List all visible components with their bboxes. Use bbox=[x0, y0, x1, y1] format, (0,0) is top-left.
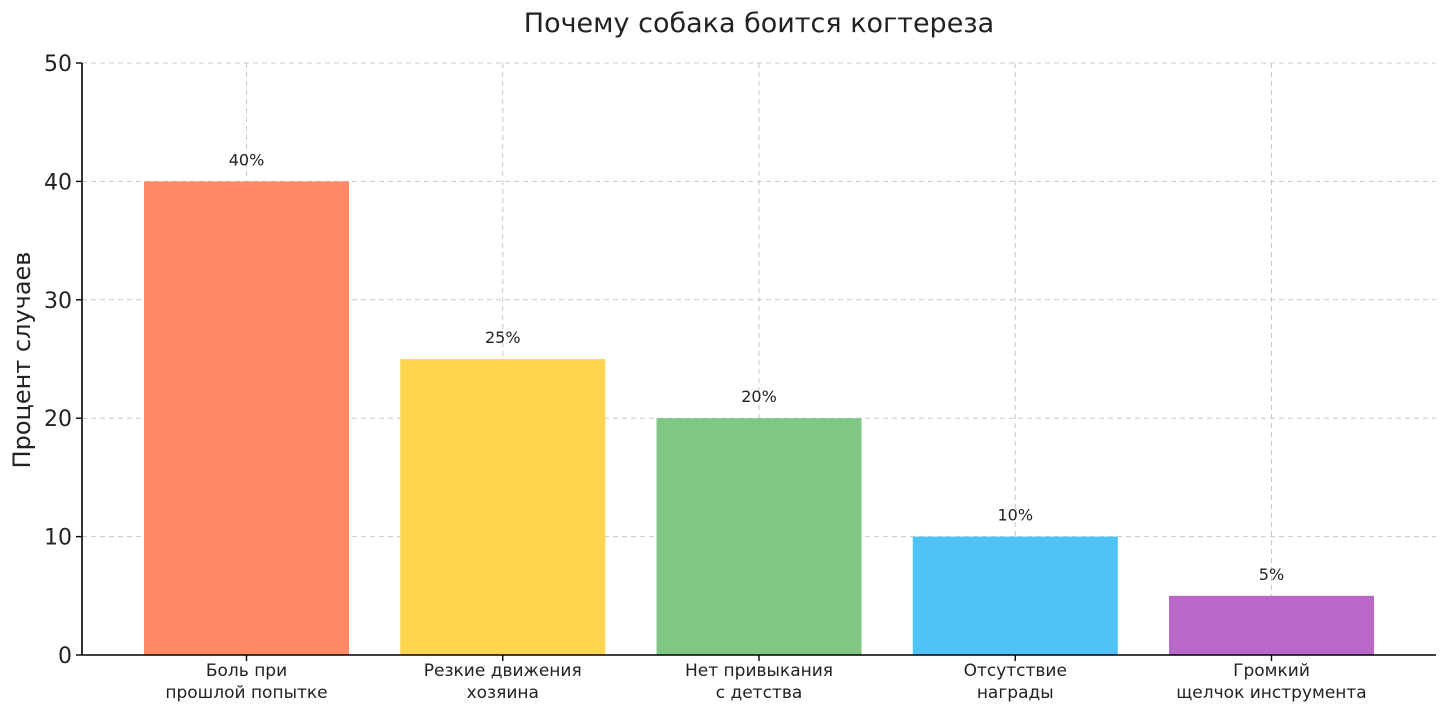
data-label: 5% bbox=[1259, 565, 1284, 584]
x-tick-label: Отсутствие bbox=[964, 661, 1067, 681]
x-tick-label: Боль при bbox=[206, 661, 287, 681]
data-label: 40% bbox=[229, 150, 265, 169]
y-tick-label: 10 bbox=[44, 526, 72, 551]
x-tick-label: Резкие движения bbox=[424, 661, 582, 681]
axes bbox=[76, 62, 1436, 661]
bar bbox=[1169, 595, 1374, 655]
bars bbox=[144, 181, 1374, 655]
y-tick-label: 40 bbox=[44, 170, 72, 195]
data-label: 10% bbox=[997, 506, 1033, 525]
x-tick-label: награды bbox=[977, 683, 1054, 703]
bar bbox=[912, 536, 1118, 655]
x-tick-label: прошлой попытке bbox=[165, 683, 327, 703]
x-tick-label: Громкий bbox=[1233, 661, 1310, 681]
x-tick-label: Нет привыкания bbox=[685, 661, 833, 681]
bar bbox=[144, 181, 349, 655]
bar bbox=[656, 418, 862, 655]
y-axis-label: Процент случаев bbox=[8, 252, 36, 469]
x-tick-label: щелчок инструмента bbox=[1176, 683, 1366, 703]
x-tick-label: с детства bbox=[716, 683, 803, 703]
y-tick-label: 0 bbox=[58, 644, 72, 669]
bar bbox=[400, 359, 606, 655]
y-tick-label: 30 bbox=[44, 289, 72, 314]
data-label: 20% bbox=[741, 387, 777, 406]
y-tick-label: 20 bbox=[44, 407, 72, 432]
x-tick-label: хозяина bbox=[467, 683, 539, 703]
data-label: 25% bbox=[485, 328, 521, 347]
y-tick-label: 50 bbox=[44, 52, 72, 77]
chart-title: Почему собака боится когтереза bbox=[524, 8, 994, 39]
